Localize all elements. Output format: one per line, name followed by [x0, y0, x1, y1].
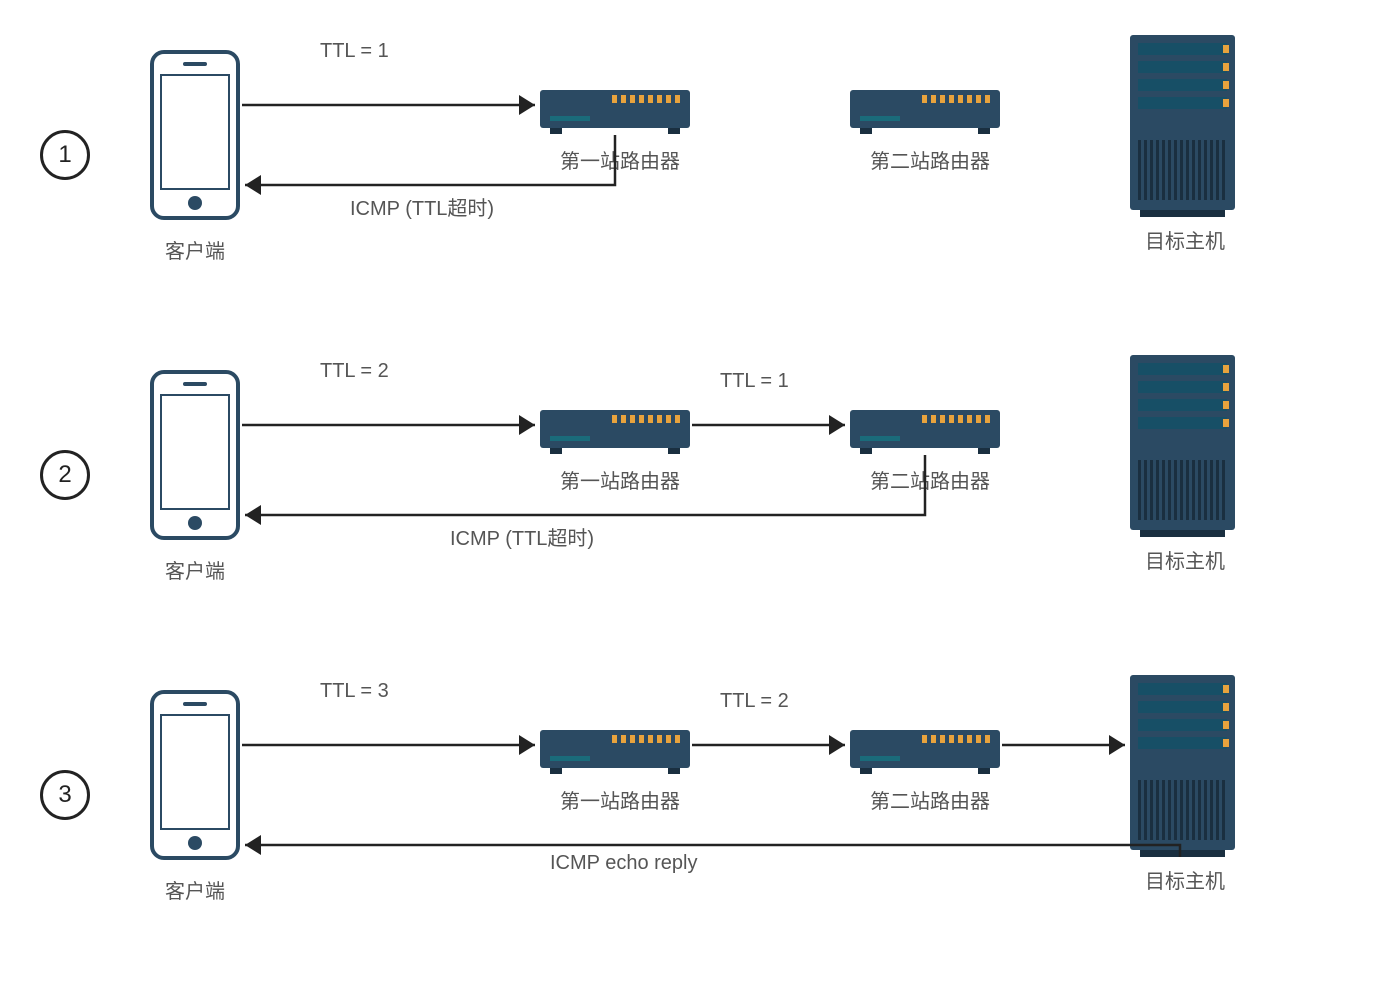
target-server-icon [1130, 355, 1235, 530]
step-number: 2 [58, 461, 71, 489]
step-number-circle: 3 [40, 770, 90, 820]
router-2-icon [850, 410, 1000, 448]
router1-label: 第一站路由器 [560, 465, 680, 494]
router-1-icon [540, 90, 690, 128]
router-1-icon [540, 410, 690, 448]
router1-label: 第一站路由器 [560, 145, 680, 174]
ttl-label: TTL = 3 [320, 680, 389, 703]
step-number: 1 [58, 141, 71, 169]
icmp-reply-label: ICMP echo reply [550, 852, 697, 875]
step-number: 3 [58, 781, 71, 809]
client-label: 客户端 [165, 235, 225, 264]
ttl-label: TTL = 1 [720, 370, 789, 393]
step-row-2: 2 客户端 第一站路由器 第二站路由器目标主机 TTL = 2 TTL = 1 ICMP (… [20, 340, 1354, 650]
client-phone-icon [150, 370, 240, 540]
step-number-circle: 1 [40, 130, 90, 180]
ttl-label: TTL = 2 [320, 360, 389, 383]
step-row-1: 1 客户端 第一站路由器 第二站路由器目标主机 TTL = 1 ICMP (TTL超时) [20, 20, 1354, 330]
client-label: 客户端 [165, 875, 225, 904]
server-label: 目标主机 [1145, 865, 1225, 894]
server-label: 目标主机 [1145, 225, 1225, 254]
client-label: 客户端 [165, 555, 225, 584]
ttl-label: TTL = 2 [720, 690, 789, 713]
router-1-icon [540, 730, 690, 768]
router2-label: 第二站路由器 [870, 145, 990, 174]
router-2-icon [850, 730, 1000, 768]
router2-label: 第二站路由器 [870, 785, 990, 814]
target-server-icon [1130, 35, 1235, 210]
router1-label: 第一站路由器 [560, 785, 680, 814]
icmp-reply-label: ICMP (TTL超时) [450, 522, 594, 551]
step-number-circle: 2 [40, 450, 90, 500]
target-server-icon [1130, 675, 1235, 850]
step-row-3: 3 客户端 第一站路由器 第二站路由器目标主机 TTL = 3 TTL = 2 ICMP e… [20, 660, 1354, 970]
client-phone-icon [150, 690, 240, 860]
router2-label: 第二站路由器 [870, 465, 990, 494]
server-label: 目标主机 [1145, 545, 1225, 574]
icmp-reply-label: ICMP (TTL超时) [350, 192, 494, 221]
client-phone-icon [150, 50, 240, 220]
router-2-icon [850, 90, 1000, 128]
ttl-label: TTL = 1 [320, 40, 389, 63]
